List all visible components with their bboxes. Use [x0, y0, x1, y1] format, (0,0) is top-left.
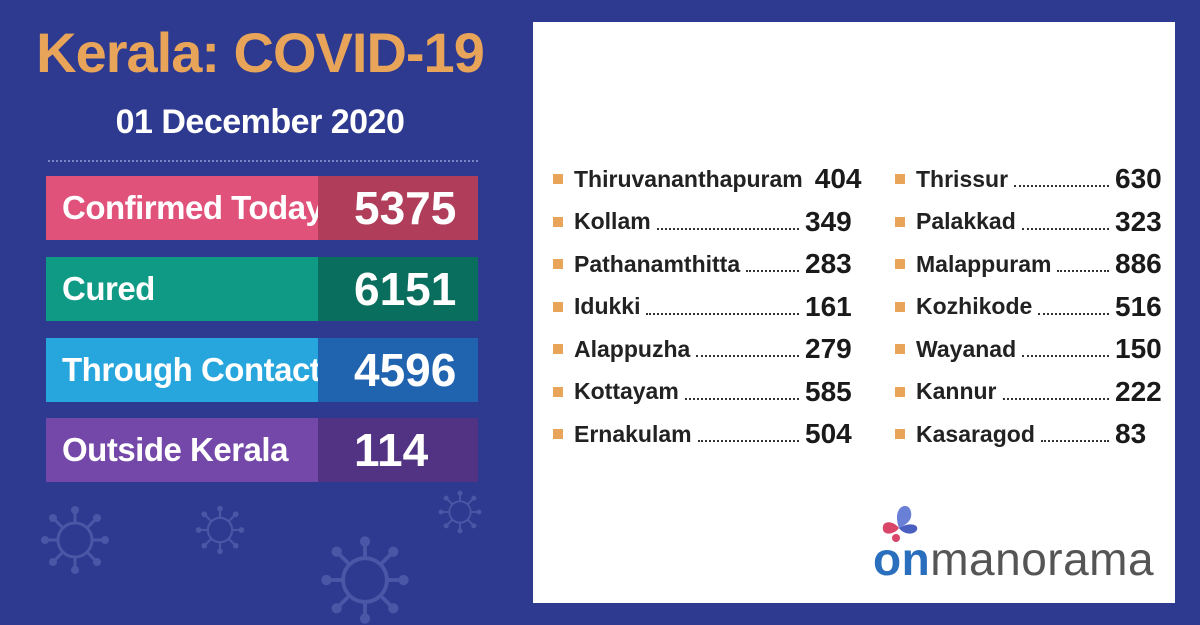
district-count: 279: [805, 333, 852, 365]
stat-value: 5375: [318, 176, 478, 240]
leader-dots: [646, 299, 799, 315]
district-row: Thiruvananthapuram 404: [553, 158, 861, 201]
leader-dots: [1014, 171, 1109, 188]
district-name: Idukki: [574, 293, 641, 320]
bullet-icon: [553, 429, 563, 440]
district-name: Kottayam: [574, 378, 679, 405]
bullet-icon: [895, 386, 905, 397]
district-count: 83: [1115, 418, 1147, 450]
bullet-icon: [895, 259, 905, 270]
bullet-icon: [553, 344, 563, 355]
district-row: Alappuzha 279: [553, 328, 853, 371]
district-name: Pathanamthitta: [574, 250, 741, 277]
bullet-icon: [895, 344, 905, 355]
virus-icon: [41, 506, 109, 574]
district-count: 886: [1115, 248, 1162, 280]
report-date: 01 December 2020: [115, 103, 405, 141]
district-name: Kollam: [574, 208, 651, 235]
district-count: 516: [1115, 290, 1162, 322]
logo-suffix: manorama: [930, 533, 1155, 585]
district-list-left: Thiruvananthapuram 404 Kollam 349 Pathanam…: [553, 158, 861, 456]
district-count: 349: [805, 205, 852, 237]
district-row: Kannur 222: [895, 371, 1163, 414]
district-name: Kasaragod: [916, 420, 1035, 447]
district-count: 222: [1115, 375, 1162, 407]
district-row: Kozhikode 516: [895, 286, 1163, 329]
district-row: Idukki 161: [553, 286, 853, 329]
district-name: Thrissur: [916, 165, 1009, 192]
district-row: Kottayam 585: [553, 371, 853, 414]
leader-dots: [656, 214, 799, 230]
leader-dots: [1002, 384, 1109, 400]
leader-dots: [1021, 214, 1109, 230]
leader-dots: [684, 384, 799, 400]
district-name: Kozhikode: [916, 293, 1033, 320]
leader-dots: [1057, 256, 1109, 273]
district-row: Pathanamthitta 283: [553, 243, 853, 286]
district-name: Ernakulam: [574, 420, 692, 447]
bullet-icon: [895, 301, 905, 312]
district-name: Palakkad: [916, 208, 1016, 235]
district-name: Thiruvananthapuram: [574, 165, 803, 192]
district-count: 630: [1115, 163, 1162, 195]
district-count: 404: [814, 163, 862, 195]
summary-section: Kerala: COVID-19 01 December 2020 Confir…: [0, 0, 520, 625]
page-title: Kerala: COVID-19: [36, 21, 485, 84]
district-name: Kannur: [916, 378, 997, 405]
leader-dots: [1038, 299, 1109, 315]
stat-value: 4596: [318, 338, 478, 402]
leader-dots: [1022, 341, 1109, 358]
stat-label: Through Contact: [46, 338, 334, 402]
district-row: Wayanad 150: [895, 328, 1163, 371]
bullet-icon: [553, 216, 563, 227]
stat-label: Outside Kerala: [46, 418, 334, 482]
stat-value: 114: [318, 418, 478, 482]
stat-cured: Cured 6151: [46, 257, 478, 321]
district-count: 585: [805, 375, 852, 407]
virus-icon: [438, 490, 482, 534]
district-row: Ernakulam 504: [553, 413, 853, 456]
leader-dots: [696, 341, 799, 358]
stat-value: 6151: [318, 257, 478, 321]
leader-dots: [746, 256, 799, 273]
stat-label: Confirmed Today: [46, 176, 334, 240]
bullet-icon: [553, 259, 563, 270]
district-name: Malappuram: [916, 250, 1052, 277]
divider: [48, 160, 478, 162]
bullet-icon: [895, 216, 905, 227]
district-row: Kasaragod 83: [895, 413, 1163, 456]
district-count: 161: [805, 290, 852, 322]
district-name: Wayanad: [916, 335, 1017, 362]
bullet-icon: [895, 174, 905, 185]
stat-through-contact: Through Contact 4596: [46, 338, 478, 402]
district-row: Thrissur 630: [895, 158, 1163, 201]
bullet-icon: [895, 429, 905, 440]
leader-dots: [1040, 426, 1109, 443]
bullet-icon: [553, 174, 563, 185]
district-count: 504: [805, 418, 852, 450]
district-count: 323: [1115, 205, 1162, 237]
district-row: Malappuram 886: [895, 243, 1163, 286]
virus-icon: [195, 505, 245, 555]
virus-icon: [321, 536, 409, 624]
district-count: 150: [1115, 333, 1162, 365]
stat-outside-kerala: Outside Kerala 114: [46, 418, 478, 482]
district-row: Palakkad 323: [895, 201, 1163, 244]
bullet-icon: [553, 386, 563, 397]
district-panel: Thiruvananthapuram 404 Kollam 349 Pathanam…: [533, 22, 1175, 603]
onmanorama-logo: onmanorama: [873, 532, 1154, 586]
district-count: 283: [805, 248, 852, 280]
leader-dots: [697, 426, 799, 443]
district-name: Alappuzha: [574, 335, 691, 362]
district-row: Kollam 349: [553, 201, 853, 244]
logo-prefix: on: [873, 533, 931, 585]
district-list-right: Thrissur 630 Palakkad 323 Malappuram 886 Ko…: [895, 158, 1163, 456]
stat-label: Cured: [46, 257, 334, 321]
stat-confirmed-today: Confirmed Today 5375: [46, 176, 478, 240]
butterfly-logo-icon: [882, 505, 918, 542]
bullet-icon: [553, 301, 563, 312]
